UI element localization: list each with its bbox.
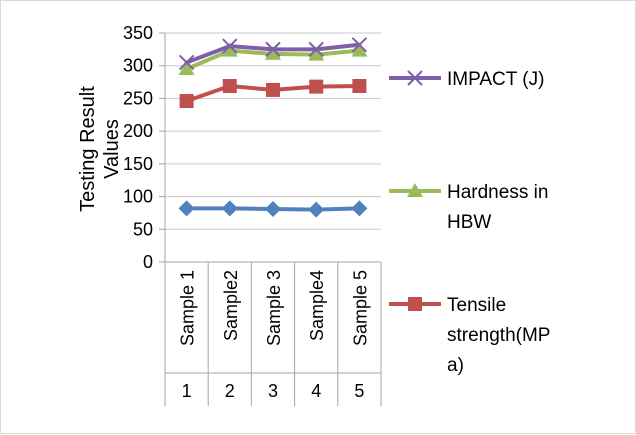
x-category-label: Sample 5	[350, 270, 370, 346]
data-point	[265, 201, 281, 218]
data-point	[178, 60, 195, 75]
data-point	[222, 38, 238, 54]
x-category-label: Sample4	[307, 270, 327, 341]
legend-label: a)	[447, 355, 464, 376]
legend-label: strength(MP	[447, 325, 550, 346]
data-point	[351, 42, 368, 57]
y-axis-label: Testing Result Values	[77, 86, 123, 212]
x-category-labels: Sample 1 1 Sample2 2 Sample 3 3 Sample4 4 Sample…	[178, 270, 371, 401]
y-axis-label-line: Values	[101, 119, 123, 179]
y-tick-label: 0	[143, 252, 153, 272]
legend-label: IMPACT (J)	[447, 69, 544, 90]
data-point	[308, 41, 324, 58]
legend-label: Hardness in	[447, 182, 548, 203]
data-point	[266, 82, 280, 97]
y-axis-label-line: Testing Result	[77, 86, 99, 212]
data-point	[178, 54, 195, 71]
legend-entry: Hardness in HBW	[389, 182, 548, 233]
data-point	[265, 45, 281, 60]
y-tick-label: 50	[133, 219, 153, 239]
legend-entry: IMPACT (J)	[389, 69, 544, 90]
series-3	[179, 78, 367, 109]
data-point	[308, 201, 325, 218]
y-tick-label: 100	[123, 187, 153, 207]
y-tick-label: 350	[123, 23, 153, 43]
x-category-number: 2	[225, 381, 235, 401]
legend-entry: Tensile strength(MP a)	[389, 295, 550, 376]
data-point	[265, 41, 281, 58]
data-point	[222, 78, 237, 93]
data-point	[221, 42, 238, 57]
data-point	[351, 200, 368, 217]
data-point	[352, 78, 367, 93]
data-point	[309, 79, 324, 94]
axes	[159, 32, 382, 406]
series-2	[178, 42, 368, 75]
legend-marker	[407, 183, 423, 197]
x-category-number: 3	[268, 381, 278, 401]
series-group	[178, 37, 368, 218]
x-category-number: 5	[354, 381, 364, 401]
x-category-label: Sample2	[221, 270, 241, 341]
legend: IMPACT (J) Hardness in HBW Tensile strength(…	[389, 69, 550, 376]
legend-marker	[407, 70, 423, 86]
x-category-label: Sample 1	[178, 270, 198, 346]
x-category-label: Sample 3	[264, 270, 284, 346]
data-point	[178, 200, 195, 217]
legend-marker	[408, 297, 422, 311]
y-tick-label: 250	[123, 88, 153, 108]
y-tick-label: 150	[123, 154, 153, 174]
y-tick-labels: 0 50 100 150 200 250 300 350	[123, 23, 153, 272]
data-point	[179, 94, 194, 109]
gridlines	[165, 32, 381, 230]
y-tick-label: 300	[123, 56, 153, 76]
series-4	[178, 200, 368, 218]
x-category-number: 1	[182, 381, 192, 401]
legend-label: Tensile	[447, 295, 506, 316]
legend-label: HBW	[447, 212, 491, 233]
x-category-number: 4	[311, 381, 321, 401]
data-point	[351, 37, 368, 53]
data-point	[308, 46, 325, 61]
y-tick-label: 200	[123, 121, 153, 141]
data-point	[221, 200, 238, 217]
series-1	[178, 37, 368, 71]
